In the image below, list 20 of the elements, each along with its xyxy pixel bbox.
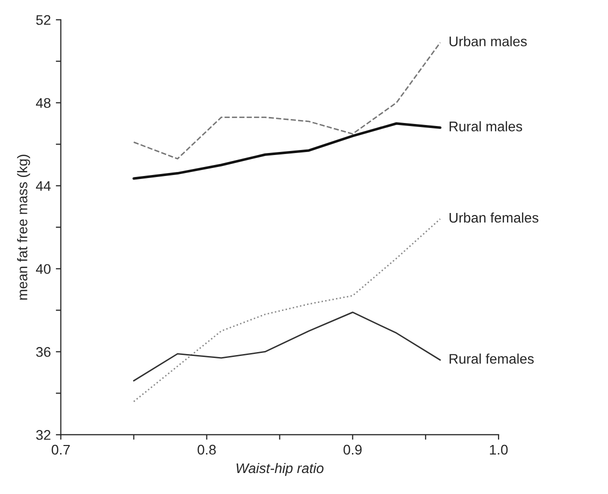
x-tick-label: 0.7 [52,444,70,455]
series-label: Urban females [450,212,538,223]
y-tick-label: 48 [36,98,50,108]
y-tick-label: 40 [36,264,51,274]
line-series [132,122,442,180]
y-tick-label: 44 [36,181,51,191]
x-tick-label: 0.9 [344,444,362,455]
series-label: Rural males [450,121,522,132]
y-axis-title: mean fat free mass (kg) [17,154,30,300]
series-label: Rural females [450,354,534,364]
x-tick-label: 0.8 [198,444,216,455]
series-label: Urban males [450,36,527,46]
line-series [133,42,441,160]
x-tick-label: 1.0 [490,444,508,455]
y-tick-label: 52 [36,15,50,25]
line-series [133,312,441,382]
line-series [133,218,441,402]
y-tick-label: 36 [36,347,50,357]
y-tick-label: 32 [36,430,50,440]
x-axis-title: Waist-hip ratio [236,462,324,476]
